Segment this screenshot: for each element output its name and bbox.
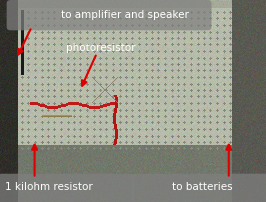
Text: 1 kilohm resistor: 1 kilohm resistor xyxy=(5,182,93,192)
FancyBboxPatch shape xyxy=(0,174,134,202)
FancyBboxPatch shape xyxy=(132,174,266,202)
FancyBboxPatch shape xyxy=(7,0,211,30)
Text: to batteries: to batteries xyxy=(172,182,232,192)
Text: to amplifier and speaker: to amplifier and speaker xyxy=(61,10,189,20)
Text: photoresistor: photoresistor xyxy=(66,43,136,54)
